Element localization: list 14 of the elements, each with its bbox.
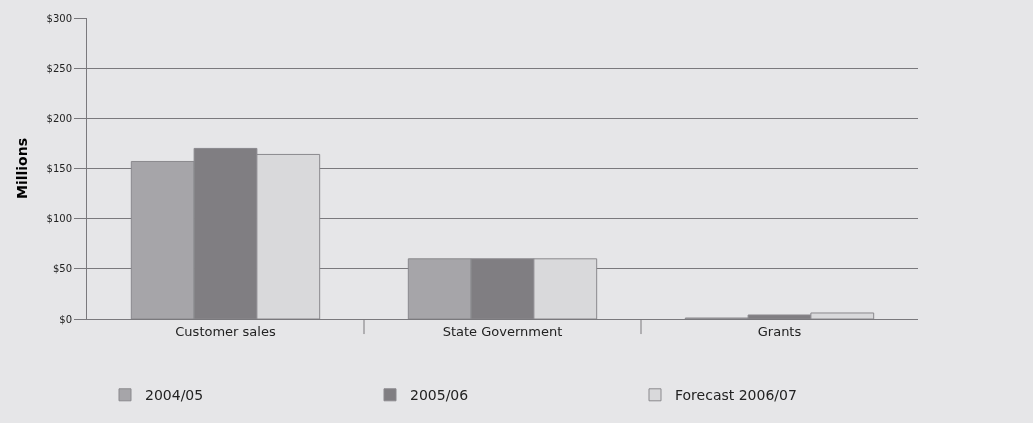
x-tick-label: State Government — [442, 323, 563, 339]
y-tick-label: $250 — [46, 62, 72, 74]
y-tick-label: $150 — [46, 163, 72, 174]
legend-label: 2005/06 — [410, 387, 469, 404]
x-tick-label: Customer sales — [175, 323, 276, 339]
y-tick-label: $100 — [46, 213, 72, 225]
y-tick-label: $300 — [46, 12, 72, 24]
y-axis-title: Millions — [14, 137, 31, 200]
legend-label: Forecast 2006/07 — [675, 387, 797, 404]
x-tick-label: Grants — [757, 323, 802, 339]
y-tick-label: $0 — [59, 313, 72, 325]
legend-label: 2004/05 — [145, 387, 204, 404]
y-tick-label: $50 — [52, 263, 72, 275]
y-tick-label: $200 — [46, 112, 72, 124]
